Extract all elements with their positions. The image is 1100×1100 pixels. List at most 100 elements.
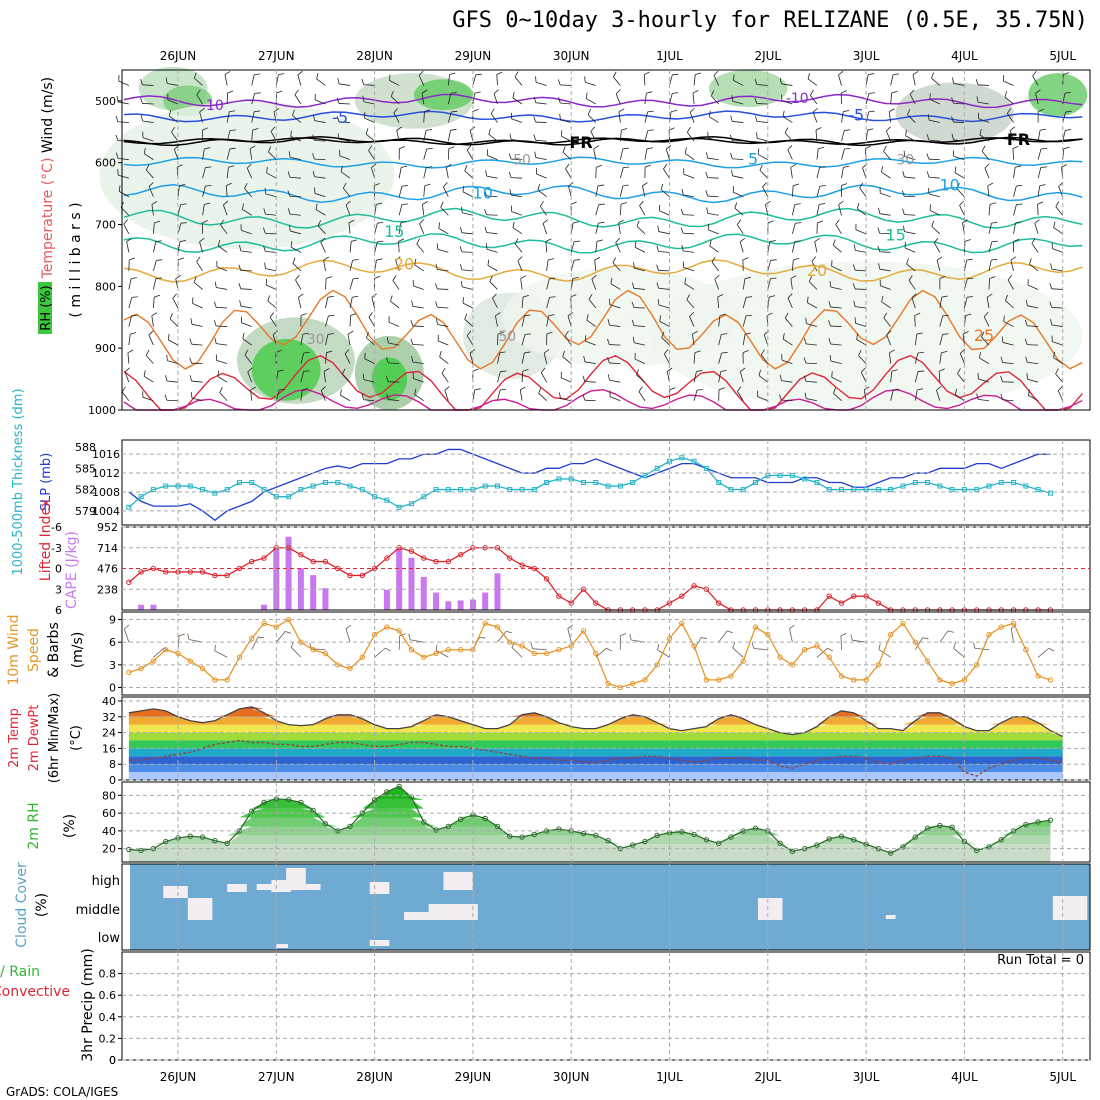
wind-barb bbox=[984, 163, 990, 169]
wind10-point bbox=[642, 677, 648, 683]
li-tick-label: 3 bbox=[55, 583, 62, 596]
rh2m-point bbox=[445, 823, 452, 830]
wind-barb bbox=[816, 204, 820, 216]
wind10-barb bbox=[435, 650, 449, 658]
wind-barb bbox=[512, 97, 523, 105]
wind-barb bbox=[906, 263, 916, 272]
wind-barb bbox=[292, 115, 302, 123]
cloud-block bbox=[256, 884, 277, 890]
wind-barb bbox=[683, 194, 695, 198]
wind-barb bbox=[1010, 256, 1017, 261]
wind-barb bbox=[756, 132, 758, 139]
wind-barb bbox=[757, 396, 768, 402]
precip-tick-label: 0 bbox=[109, 1054, 116, 1067]
isotherm-label: 20 bbox=[807, 261, 827, 280]
wind-barb bbox=[264, 187, 267, 194]
wind-barb bbox=[793, 257, 800, 261]
wind-barb bbox=[888, 108, 895, 112]
rh2m-point bbox=[728, 834, 734, 840]
wind10-point bbox=[359, 654, 366, 660]
thickness-point bbox=[642, 472, 648, 478]
wind-barb bbox=[978, 378, 990, 383]
wind-barb bbox=[954, 388, 958, 395]
wind-barb bbox=[879, 213, 891, 216]
rh2m-point bbox=[163, 838, 169, 845]
wind-barb bbox=[991, 240, 998, 243]
wind-barb bbox=[841, 130, 845, 142]
wind-barb bbox=[619, 204, 622, 216]
wind10-barb bbox=[620, 633, 627, 637]
thickness-point bbox=[839, 487, 845, 493]
cloud-ylabel: Cloud Cover bbox=[14, 862, 30, 948]
wind-barb bbox=[390, 300, 400, 309]
isotherm-label: 50 bbox=[498, 329, 516, 345]
wind-barb bbox=[782, 116, 793, 123]
wind-barb bbox=[469, 352, 474, 364]
wind-barb bbox=[244, 188, 253, 197]
wind-barb bbox=[647, 110, 654, 113]
wind-barb bbox=[123, 223, 130, 235]
wind-barb bbox=[444, 390, 449, 401]
wind-barb bbox=[646, 147, 653, 150]
wind-barb bbox=[542, 219, 548, 224]
wind-barb bbox=[239, 300, 242, 307]
wind-barb bbox=[229, 110, 236, 113]
wind-barb bbox=[325, 352, 327, 364]
rh-shading bbox=[1028, 73, 1088, 117]
wind-barb bbox=[607, 338, 610, 345]
wind10-point bbox=[396, 628, 402, 634]
wind-barb bbox=[867, 128, 874, 131]
wind-barb bbox=[342, 182, 347, 189]
wind-barb bbox=[868, 73, 875, 76]
wind-barb bbox=[663, 168, 670, 179]
wind-barb bbox=[793, 183, 800, 187]
wind-barb bbox=[368, 312, 373, 318]
wind10-barb bbox=[124, 624, 130, 630]
wind-barb bbox=[344, 349, 350, 355]
wind-barb bbox=[965, 313, 972, 316]
wind-barb bbox=[267, 300, 277, 309]
wind-barb bbox=[317, 220, 322, 226]
wind-barb bbox=[327, 295, 334, 298]
wind-barb bbox=[881, 171, 891, 179]
wind-barb bbox=[831, 376, 842, 383]
wind-barb bbox=[496, 71, 503, 75]
wind-barb bbox=[594, 256, 601, 261]
wind-barb bbox=[323, 368, 330, 372]
wind-barb bbox=[180, 203, 187, 205]
wind-barb bbox=[596, 164, 603, 168]
wind-barb bbox=[683, 232, 695, 235]
wind10-barb bbox=[251, 637, 259, 650]
wind-barb bbox=[416, 243, 425, 253]
wind-barb bbox=[953, 83, 965, 86]
wind-barb bbox=[240, 288, 252, 290]
wind-barb bbox=[165, 375, 168, 382]
wind-barb bbox=[742, 257, 749, 261]
wind-barb bbox=[901, 190, 905, 197]
wind-barb bbox=[129, 257, 136, 261]
wind-barb bbox=[1055, 373, 1064, 383]
wind-barb bbox=[804, 392, 807, 399]
wind-barb bbox=[484, 226, 487, 233]
wind-barb bbox=[459, 246, 463, 253]
cloud-frame bbox=[121, 863, 1091, 951]
thickness-point bbox=[617, 483, 623, 489]
wind-barb bbox=[339, 103, 351, 105]
wind-barb bbox=[879, 268, 891, 272]
wind-barb bbox=[326, 350, 333, 354]
wind-barb bbox=[917, 351, 924, 354]
wind-barb bbox=[885, 130, 892, 142]
wind-barb bbox=[904, 247, 916, 253]
wind-barb bbox=[693, 352, 696, 364]
slp-line bbox=[128, 448, 1051, 522]
wind-barb bbox=[859, 187, 867, 197]
wind-barb bbox=[809, 94, 818, 105]
wind-barb bbox=[388, 321, 400, 327]
wind-barb bbox=[684, 152, 695, 160]
wind-barb bbox=[486, 248, 498, 253]
thickness-point bbox=[802, 476, 808, 482]
wind-barb bbox=[757, 137, 768, 142]
wind-barb bbox=[414, 264, 424, 272]
wind-barb bbox=[914, 371, 919, 383]
wind-barb bbox=[143, 147, 146, 154]
